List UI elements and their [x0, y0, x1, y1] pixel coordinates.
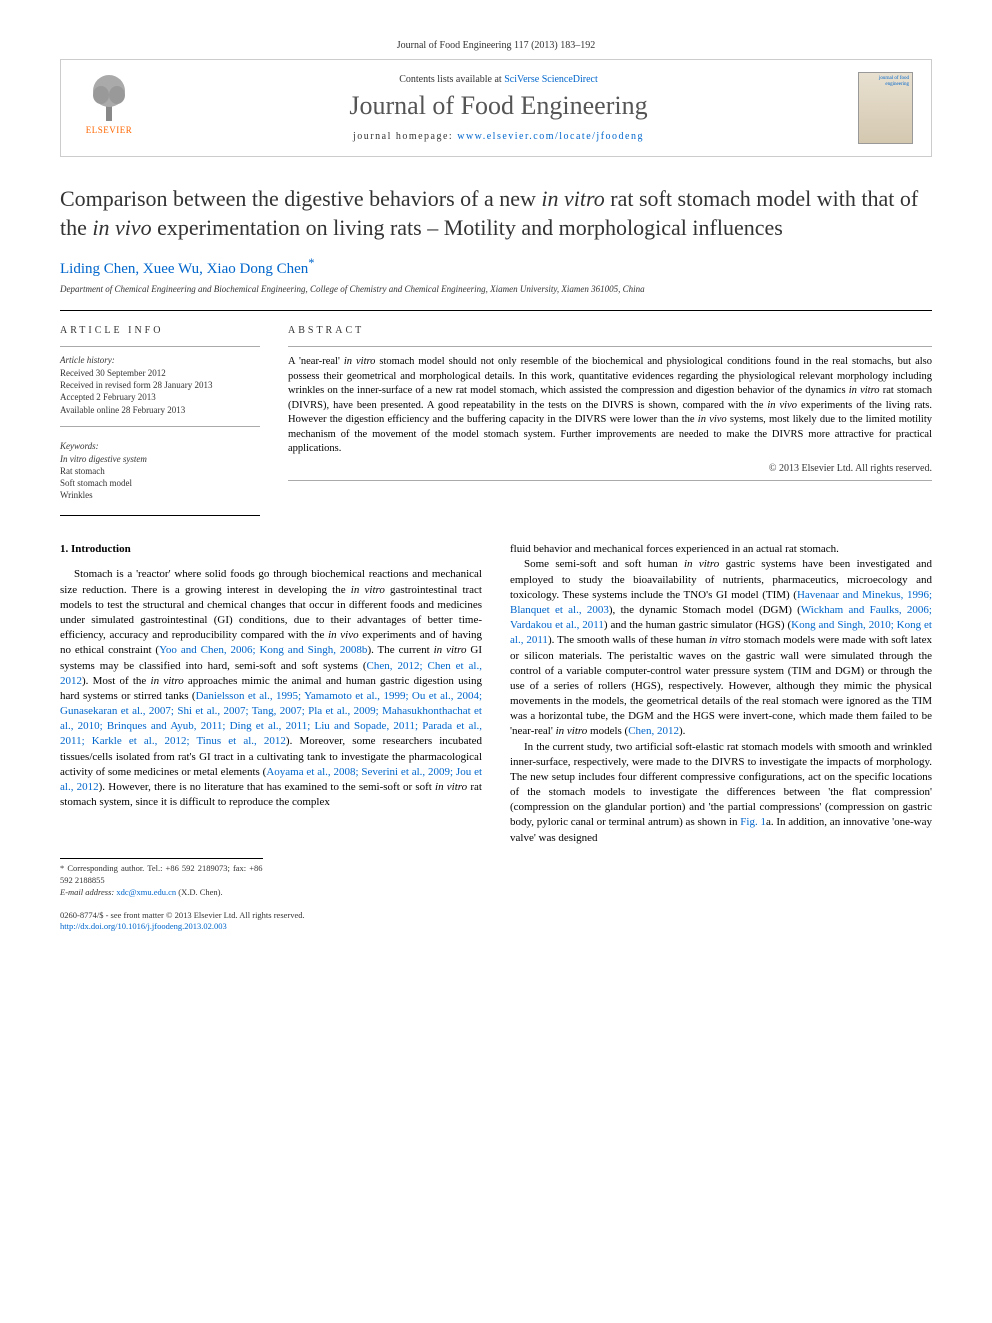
article-info-divider: [60, 346, 260, 347]
contents-prefix: Contents lists available at: [399, 74, 504, 85]
history-item: Available online 28 February 2013: [60, 404, 260, 416]
body-columns: 1. Introduction Stomach is a 'reactor' w…: [60, 542, 932, 932]
body-paragraph: Some semi-soft and soft human in vitro g…: [510, 557, 932, 739]
abstract-bottom-divider: [288, 480, 932, 481]
keywords-divider: [60, 426, 260, 427]
body-column-left: 1. Introduction Stomach is a 'reactor' w…: [60, 542, 482, 932]
footer-front-matter: 0260-8774/$ - see front matter © 2013 El…: [60, 910, 482, 921]
article-title: Comparison between the digestive behavio…: [60, 185, 932, 242]
journal-name: Journal of Food Engineering: [139, 91, 858, 121]
homepage-prefix: journal homepage:: [353, 131, 457, 142]
journal-header-box: ELSEVIER Contents lists available at Sci…: [60, 59, 932, 157]
history-item: Accepted 2 February 2013: [60, 391, 260, 403]
keyword: In vitro digestive system: [60, 453, 260, 465]
corresponding-author-block: * Corresponding author. Tel.: +86 592 21…: [60, 858, 263, 898]
body-paragraph: In the current study, two artificial sof…: [510, 740, 932, 846]
citation-header: Journal of Food Engineering 117 (2013) 1…: [60, 40, 932, 51]
meta-row: ARTICLE INFO Article history: Received 3…: [60, 325, 932, 501]
abstract-text: A 'near-real' in vitro stomach model sho…: [288, 355, 932, 456]
contents-line: Contents lists available at SciVerse Sci…: [139, 74, 858, 85]
homepage-line: journal homepage: www.elsevier.com/locat…: [139, 131, 858, 142]
doi-link[interactable]: http://dx.doi.org/10.1016/j.jfoodeng.201…: [60, 921, 227, 931]
journal-cover-thumbnail: journal of food engineering: [858, 72, 913, 144]
history-item: Received 30 September 2012: [60, 367, 260, 379]
keyword: Wrinkles: [60, 489, 260, 501]
keyword: Soft stomach model: [60, 477, 260, 489]
abstract-divider: [288, 346, 932, 347]
keywords-label: Keywords:: [60, 441, 260, 451]
cover-thumb-text: journal of food engineering: [862, 76, 909, 87]
body-paragraph: fluid behavior and mechanical forces exp…: [510, 542, 932, 557]
sciencedirect-link[interactable]: SciVerse ScienceDirect: [504, 74, 598, 85]
history-label: Article history:: [60, 355, 260, 365]
corresponding-line1: * Corresponding author. Tel.: +86 592 21…: [60, 863, 263, 886]
copyright-line: © 2013 Elsevier Ltd. All rights reserved…: [288, 463, 932, 474]
article-info-column: ARTICLE INFO Article history: Received 3…: [60, 325, 260, 501]
body-paragraph: Stomach is a 'reactor' where solid foods…: [60, 567, 482, 810]
divider-after-meta: [60, 515, 260, 516]
publisher-logo: ELSEVIER: [79, 73, 139, 143]
abstract-column: ABSTRACT A 'near-real' in vitro stomach …: [288, 325, 932, 501]
elsevier-tree-icon: [89, 73, 129, 123]
article-info-label: ARTICLE INFO: [60, 325, 260, 336]
section-heading-introduction: 1. Introduction: [60, 542, 482, 557]
corresponding-line2: E-mail address: xdc@xmu.edu.cn (X.D. Che…: [60, 887, 263, 899]
keyword: Rat stomach: [60, 465, 260, 477]
email-link[interactable]: xdc@xmu.edu.cn: [116, 887, 176, 897]
affiliation: Department of Chemical Engineering and B…: [60, 284, 932, 294]
history-item: Received in revised form 28 January 2013: [60, 379, 260, 391]
header-center: Contents lists available at SciVerse Sci…: [139, 74, 858, 142]
body-column-right: fluid behavior and mechanical forces exp…: [510, 542, 932, 932]
abstract-label: ABSTRACT: [288, 325, 932, 336]
footer-block: 0260-8774/$ - see front matter © 2013 El…: [60, 910, 482, 932]
homepage-link[interactable]: www.elsevier.com/locate/jfoodeng: [457, 131, 644, 142]
publisher-name: ELSEVIER: [86, 125, 133, 135]
divider-top: [60, 310, 932, 311]
authors: Liding Chen, Xuee Wu, Xiao Dong Chen*: [60, 256, 932, 278]
